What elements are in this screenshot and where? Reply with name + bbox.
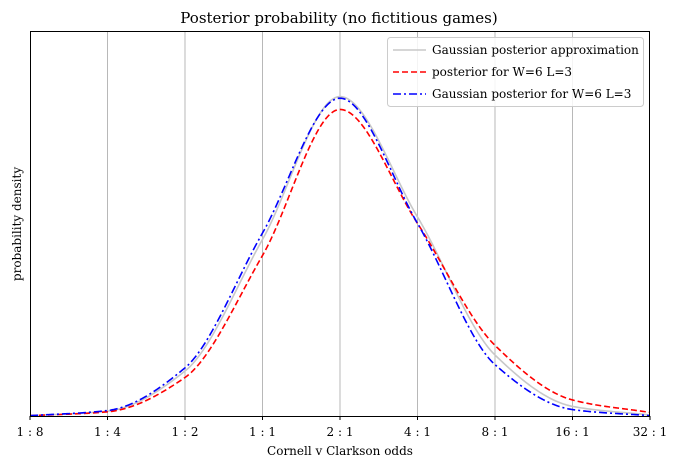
series-layer — [29, 95, 651, 417]
x-tick-label: 1 : 2 — [172, 425, 199, 439]
x-axis-label: Cornell v Clarkson odds — [267, 444, 413, 458]
series-line-1 — [29, 95, 651, 417]
y-axis-label: probability density — [10, 167, 24, 281]
legend-box — [387, 37, 644, 107]
series-line-2 — [29, 108, 651, 417]
x-tick-label: 8 : 1 — [482, 425, 509, 439]
x-tick-label: 16 : 1 — [555, 425, 590, 439]
series-line-3 — [29, 97, 651, 417]
x-tick-label: 1 : 1 — [249, 425, 276, 439]
legend-label-2: posterior for W=6 L=3 — [432, 65, 572, 79]
x-tick-label: 1 : 8 — [17, 425, 44, 439]
legend-label-1: Gaussian posterior approximation — [432, 43, 639, 57]
x-tick-label: 32 : 1 — [633, 425, 668, 439]
x-tick-label: 4 : 1 — [404, 425, 431, 439]
chart-title: Posterior probability (no fictitious gam… — [180, 9, 497, 27]
legend: Gaussian posterior approximation posterio… — [387, 37, 644, 107]
x-tick-label: 2 : 1 — [327, 425, 354, 439]
legend-label-3: Gaussian posterior for W=6 L=3 — [432, 87, 631, 101]
x-tick-label: 1 : 4 — [94, 425, 121, 439]
x-axis-ticks: 1 : 8 1 : 4 1 : 2 1 : 1 2 : 1 4 : 1 8 : 1 16 : … — [17, 416, 668, 439]
